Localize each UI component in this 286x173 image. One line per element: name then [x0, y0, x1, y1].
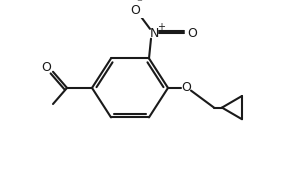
- Text: ⁻: ⁻: [136, 0, 142, 8]
- Text: O: O: [187, 27, 197, 40]
- Text: +: +: [157, 22, 165, 32]
- Text: N: N: [149, 27, 159, 40]
- Text: O: O: [130, 3, 140, 17]
- Text: O: O: [41, 61, 51, 74]
- Text: O: O: [181, 81, 191, 94]
